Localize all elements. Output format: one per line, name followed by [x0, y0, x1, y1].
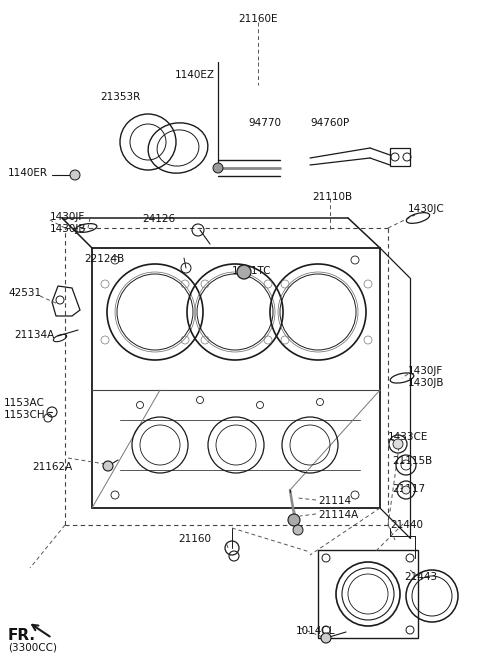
Text: 1140ER: 1140ER: [8, 168, 48, 178]
Circle shape: [288, 514, 300, 526]
Text: 21114: 21114: [318, 496, 351, 506]
Text: 21160: 21160: [178, 534, 211, 544]
Circle shape: [393, 439, 403, 449]
Text: 21440: 21440: [390, 520, 423, 530]
Text: 21115B: 21115B: [392, 456, 432, 466]
Text: 21443: 21443: [404, 572, 437, 582]
Text: 21160E: 21160E: [238, 14, 277, 24]
Circle shape: [213, 163, 223, 173]
Text: 24126: 24126: [142, 214, 175, 224]
Text: 21110B: 21110B: [312, 192, 352, 202]
Bar: [318, 550, 418, 638]
Text: 1140EZ: 1140EZ: [175, 70, 215, 80]
Text: 1430JC: 1430JC: [408, 204, 445, 214]
Text: 21134A: 21134A: [14, 330, 54, 340]
Circle shape: [293, 525, 303, 535]
Circle shape: [402, 486, 410, 494]
Text: 1433CE: 1433CE: [388, 432, 428, 442]
Circle shape: [321, 633, 331, 643]
Text: 21162A: 21162A: [32, 462, 72, 472]
Text: 1430JB: 1430JB: [408, 378, 444, 388]
Text: (3300CC): (3300CC): [8, 642, 57, 652]
Text: 1153AC: 1153AC: [4, 398, 45, 408]
Text: 21117: 21117: [392, 484, 425, 494]
Text: FR.: FR.: [8, 628, 36, 643]
Text: 21353R: 21353R: [100, 92, 140, 102]
Circle shape: [237, 265, 251, 279]
Bar: [390, 148, 410, 166]
Text: 1014CL: 1014CL: [296, 626, 336, 636]
Text: 1430JF: 1430JF: [408, 366, 443, 376]
Text: 94760P: 94760P: [310, 118, 349, 128]
Text: 1571TC: 1571TC: [232, 266, 272, 276]
Text: 94770: 94770: [248, 118, 281, 128]
Text: 1153CH: 1153CH: [4, 410, 46, 420]
Circle shape: [103, 461, 113, 471]
Text: 1430JF: 1430JF: [50, 212, 85, 222]
Circle shape: [70, 170, 80, 180]
Text: 21114A: 21114A: [318, 510, 358, 520]
Text: 1430JB: 1430JB: [50, 224, 86, 234]
Text: 42531: 42531: [8, 288, 41, 298]
Text: 22124B: 22124B: [84, 254, 124, 264]
